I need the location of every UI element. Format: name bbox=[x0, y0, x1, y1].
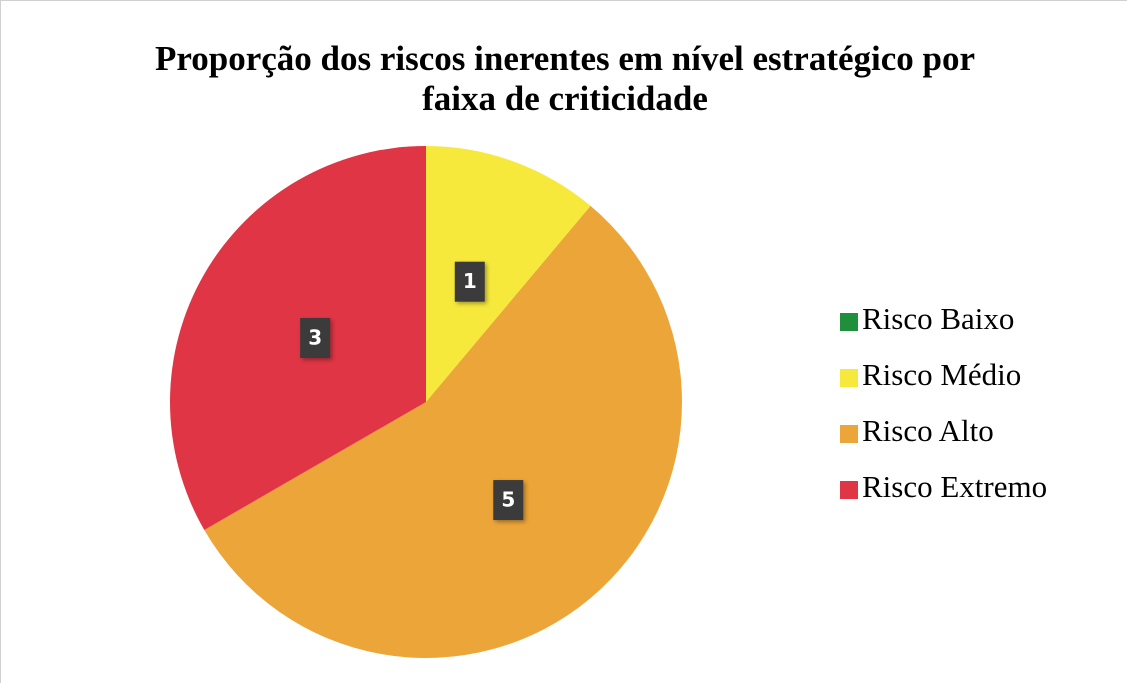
legend-swatch bbox=[840, 481, 858, 499]
legend-label: Risco Médio bbox=[862, 357, 1021, 392]
data-label-box bbox=[454, 261, 485, 302]
legend-label: Risco Alto bbox=[862, 413, 994, 448]
chart-title: Proporção dos riscos inerentes em nível … bbox=[155, 39, 975, 78]
data-label: 3 bbox=[308, 326, 322, 350]
data-label: 5 bbox=[501, 488, 515, 512]
data-label-box bbox=[493, 480, 524, 521]
legend-label: Risco Baixo bbox=[862, 301, 1014, 336]
legend-swatch bbox=[840, 369, 858, 387]
data-label-box bbox=[300, 318, 331, 358]
pie-slice bbox=[170, 146, 426, 530]
legend-swatch bbox=[840, 313, 858, 331]
chart-title: faixa de criticidade bbox=[422, 79, 708, 118]
pie-slice bbox=[426, 146, 591, 402]
pie-slice bbox=[204, 205, 682, 658]
legend-label: Risco Extremo bbox=[862, 469, 1047, 504]
data-label: 1 bbox=[463, 269, 477, 293]
legend-swatch bbox=[840, 425, 858, 443]
